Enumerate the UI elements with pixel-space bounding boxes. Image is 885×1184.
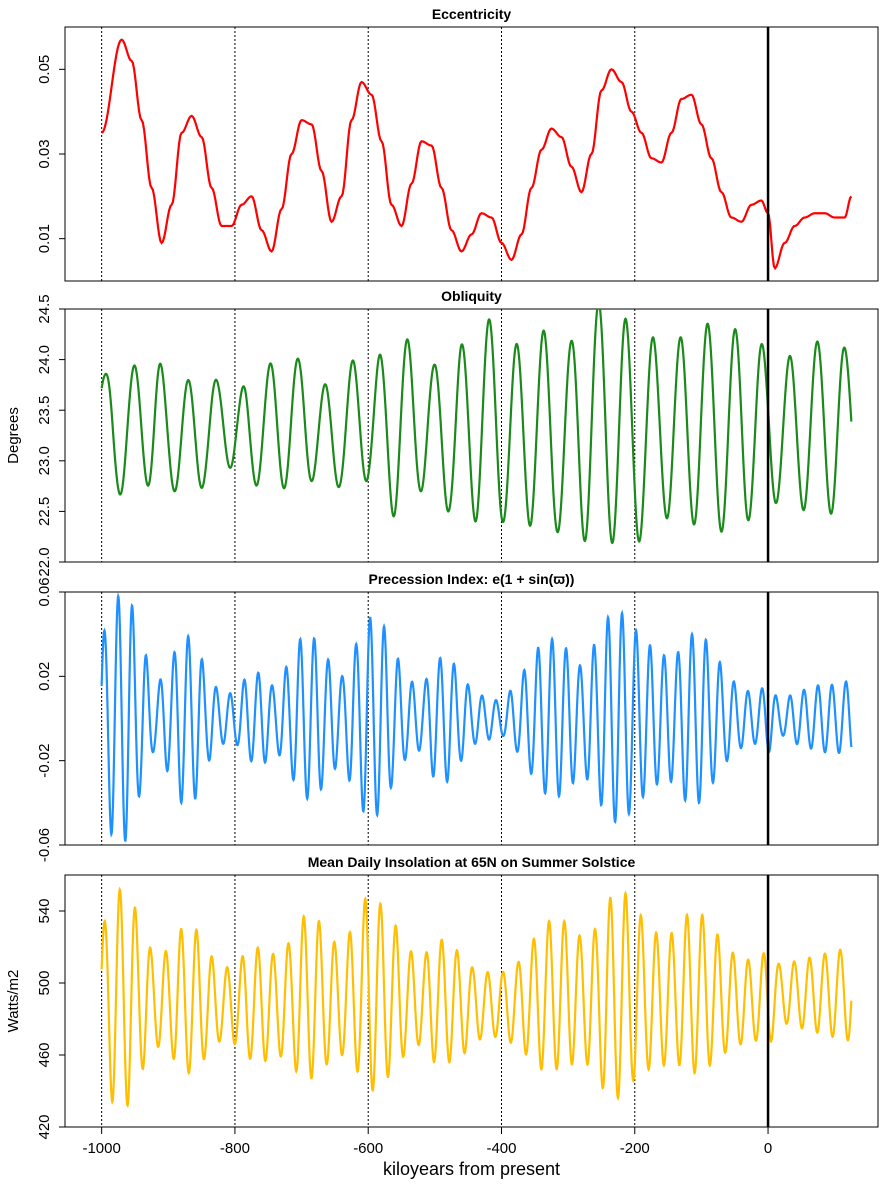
panel-title: Eccentricity <box>432 6 512 22</box>
panel-2: Obliquity 22.0 22.5 23.0 23.5 24.0 24.5 Degrees <box>5 288 879 577</box>
plot-frame <box>64 591 879 846</box>
y-tick-label: 460 <box>36 1042 53 1067</box>
series-line <box>100 309 853 545</box>
plot-frame <box>64 874 879 1128</box>
y-tick-label: 500 <box>36 970 53 995</box>
x-tick-label: -1000 <box>82 1140 120 1157</box>
series-line <box>101 38 853 271</box>
panel-title: Precession Index: e(1 + sin(ϖ)) <box>369 571 575 587</box>
y-tick-label: 23.0 <box>36 446 53 475</box>
y-tick-label: -0.06 <box>36 828 53 862</box>
x-tick-label: -600 <box>353 1140 383 1157</box>
y-tick-label: 24.0 <box>36 345 53 374</box>
y-tick-label: 0.03 <box>36 139 53 168</box>
y-tick-label: 0.06 <box>36 577 53 606</box>
series-line <box>100 886 853 1108</box>
series-line <box>100 592 853 843</box>
x-tick-label: -200 <box>620 1140 650 1157</box>
y-axis-label: Degrees <box>5 407 22 464</box>
panel-title: Mean Daily Insolation at 65N on Summer S… <box>308 854 636 870</box>
y-tick-label: -0.02 <box>36 744 53 778</box>
y-tick-label: 0.02 <box>36 662 53 691</box>
x-tick-label: 0 <box>764 1140 772 1157</box>
x-tick-label: -400 <box>486 1140 516 1157</box>
plot-frame <box>64 26 879 282</box>
x-tick-label: -800 <box>220 1140 250 1157</box>
y-tick-label: 540 <box>36 898 53 923</box>
y-tick-label: 23.5 <box>36 396 53 425</box>
panel-1: Eccentricity 0.01 0.03 0.05 <box>36 6 879 282</box>
panel-title: Obliquity <box>441 288 502 304</box>
panel-4: Mean Daily Insolation at 65N on Summer S… <box>5 854 879 1140</box>
y-tick-label: 0.05 <box>36 55 53 84</box>
x-axis: -1000 -800 -600 -400 -200 0 kiloyears from pre… <box>82 1126 772 1179</box>
y-tick-label: 24.5 <box>36 294 53 323</box>
y-tick-label: 0.01 <box>36 224 53 253</box>
y-tick-label: 420 <box>36 1114 53 1139</box>
x-axis-label: kiloyears from present <box>383 1159 560 1179</box>
panel-3: Precession Index: e(1 + sin(ϖ)) -0.06 -0.0… <box>36 571 879 862</box>
y-tick-label: 22.0 <box>36 547 53 576</box>
y-tick-label: 22.5 <box>36 497 53 526</box>
plot-frame <box>64 308 879 563</box>
y-axis-label: Watts/m2 <box>5 970 22 1033</box>
